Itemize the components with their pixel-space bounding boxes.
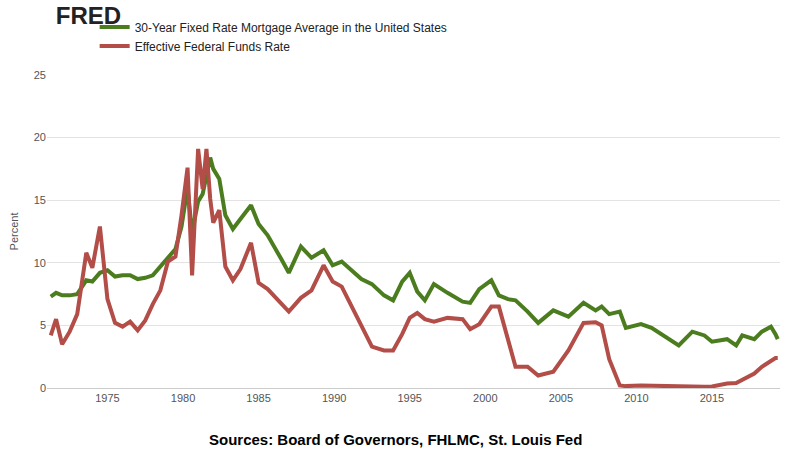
svg-text:Effective Federal Funds Rate: Effective Federal Funds Rate bbox=[135, 40, 291, 54]
svg-text:1980: 1980 bbox=[171, 392, 195, 404]
svg-text:20: 20 bbox=[34, 131, 46, 143]
svg-text:0: 0 bbox=[40, 382, 46, 394]
svg-text:Sources: Board of Governors, F: Sources: Board of Governors, FHLMC, St. … bbox=[209, 431, 582, 448]
svg-text:2010: 2010 bbox=[624, 392, 648, 404]
svg-text:5: 5 bbox=[40, 319, 46, 331]
svg-text:FRED: FRED bbox=[56, 2, 121, 29]
svg-text:10: 10 bbox=[34, 257, 46, 269]
svg-text:2005: 2005 bbox=[549, 392, 573, 404]
svg-text:15: 15 bbox=[34, 194, 46, 206]
svg-text:1995: 1995 bbox=[397, 392, 421, 404]
svg-text:1985: 1985 bbox=[246, 392, 270, 404]
svg-text:Percent: Percent bbox=[8, 213, 20, 251]
svg-text:25: 25 bbox=[34, 69, 46, 81]
svg-text:1990: 1990 bbox=[322, 392, 346, 404]
svg-text:2015: 2015 bbox=[700, 392, 724, 404]
svg-text:30-Year Fixed Rate Mortgage Av: 30-Year Fixed Rate Mortgage Average in t… bbox=[135, 21, 447, 35]
svg-text:1975: 1975 bbox=[95, 392, 119, 404]
svg-text:2000: 2000 bbox=[473, 392, 497, 404]
